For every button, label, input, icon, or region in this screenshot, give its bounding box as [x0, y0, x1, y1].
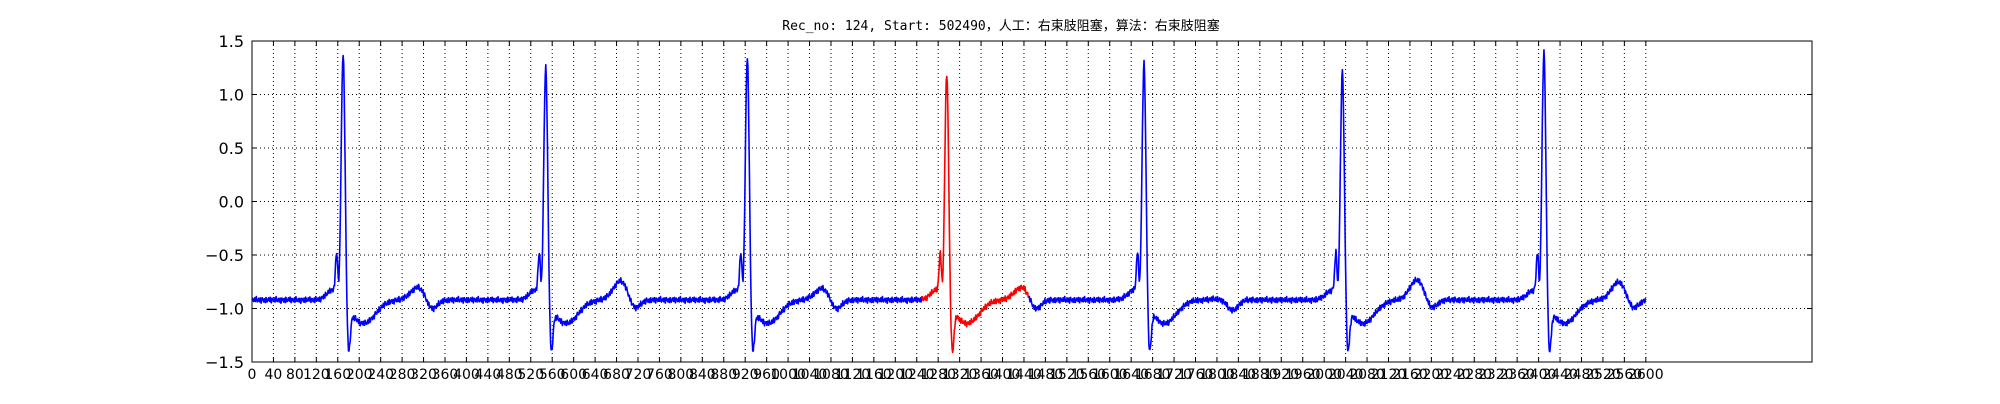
x-tick-label: 1080	[813, 367, 849, 383]
x-tick-label: 1200	[877, 367, 913, 383]
x-tick-label: 2000	[1306, 367, 1342, 383]
x-tick-label: 680	[603, 367, 630, 383]
ecg-trace-normal	[1028, 49, 1647, 353]
x-tick-label: 920	[732, 367, 759, 383]
x-tick-label: 1640	[1113, 367, 1149, 383]
x-tick-label: 1000	[770, 367, 806, 383]
x-tick-label: 1800	[1199, 367, 1235, 383]
x-tick-label: 2240	[1435, 367, 1471, 383]
x-tick-label: 2600	[1628, 367, 1664, 383]
x-tick-label: 2040	[1328, 367, 1364, 383]
y-tick-label: −1.0	[205, 300, 244, 319]
x-tick-label: 2360	[1499, 367, 1535, 383]
x-tick-label: 1160	[856, 367, 892, 383]
x-tick-label: 2080	[1349, 367, 1385, 383]
x-tick-label: 2480	[1564, 367, 1600, 383]
x-tick-label: 880	[710, 367, 737, 383]
x-tick-label: 1680	[1135, 367, 1171, 383]
x-tick-label: 1040	[792, 367, 828, 383]
x-tick-label: 1400	[985, 367, 1021, 383]
x-tick-label: 1480	[1028, 367, 1064, 383]
x-tick-label: 1720	[1156, 367, 1192, 383]
x-tick-label: 1240	[899, 367, 935, 383]
x-tick-label: 2120	[1371, 367, 1407, 383]
y-tick-label: 0.0	[219, 193, 244, 212]
x-tick-label: 2200	[1414, 367, 1450, 383]
x-tick-label: 1760	[1178, 367, 1214, 383]
x-tick-label: 1320	[942, 367, 978, 383]
x-tick-label: 2400	[1521, 367, 1557, 383]
x-tick-label: 800	[667, 367, 694, 383]
y-tick-label: 0.5	[219, 139, 244, 158]
y-tick-label: −1.5	[205, 353, 244, 372]
x-tick-label: 320	[410, 367, 437, 383]
y-tick-label: 1.0	[219, 86, 244, 105]
x-tick-label: 1600	[1092, 367, 1128, 383]
x-tick-label: 40	[265, 367, 283, 383]
x-tick-label: 960	[753, 367, 780, 383]
x-tick-label: 2440	[1542, 367, 1578, 383]
x-tick-label: 240	[367, 367, 394, 383]
x-tick-label: 1360	[963, 367, 999, 383]
x-tick-label: 560	[539, 367, 566, 383]
x-tick-label: 1880	[1242, 367, 1278, 383]
x-tick-label: 2160	[1392, 367, 1428, 383]
x-tick-label: 160	[324, 367, 351, 383]
chart-title: Rec_no: 124, Start: 502490，人工：右束肢阻塞，算法：右…	[782, 18, 1220, 34]
x-tick-label: 480	[496, 367, 523, 383]
x-tick-label: 1960	[1285, 367, 1321, 383]
x-tick-label: 2280	[1456, 367, 1492, 383]
x-tick-label: 2520	[1585, 367, 1621, 383]
x-tick-label: 1280	[920, 367, 956, 383]
ecg-series	[251, 49, 1647, 354]
ecg-trace-normal	[251, 54, 923, 352]
x-tick-label: 400	[453, 367, 480, 383]
y-tick-label: 1.5	[219, 32, 244, 51]
x-tick-label: 80	[286, 367, 304, 383]
ecg-trace-highlight	[921, 75, 1031, 354]
x-tick-label: 640	[582, 367, 609, 383]
x-tick-label: 1840	[1221, 367, 1257, 383]
x-axis: 0 40 80 12016020024028032036040044048052056…	[248, 41, 1664, 383]
x-tick-label: 600	[560, 367, 587, 383]
x-tick-label: 1120	[835, 367, 871, 383]
x-tick-label: 720	[625, 367, 652, 383]
x-tick-label: 2560	[1607, 367, 1643, 383]
x-tick-label: 1920	[1263, 367, 1299, 383]
x-tick-label: 0	[248, 367, 257, 383]
y-tick-label: −0.5	[205, 246, 244, 265]
x-tick-label: 440	[475, 367, 502, 383]
x-tick-label: 760	[646, 367, 673, 383]
x-tick-label: 1560	[1070, 367, 1106, 383]
x-tick-label: 200	[346, 367, 373, 383]
x-tick-label: 840	[689, 367, 716, 383]
x-tick-label: 2320	[1478, 367, 1514, 383]
x-tick-label: 360	[432, 367, 459, 383]
y-axis: 1.5 1.0 0.5 0.0 −0.5 −1.0 −1.5	[205, 32, 1812, 372]
x-tick-label: 1440	[1006, 367, 1042, 383]
x-tick-label: 280	[389, 367, 416, 383]
x-tick-label: 520	[517, 367, 544, 383]
x-tick-label: 120	[303, 367, 330, 383]
x-tick-label: 1520	[1049, 367, 1085, 383]
